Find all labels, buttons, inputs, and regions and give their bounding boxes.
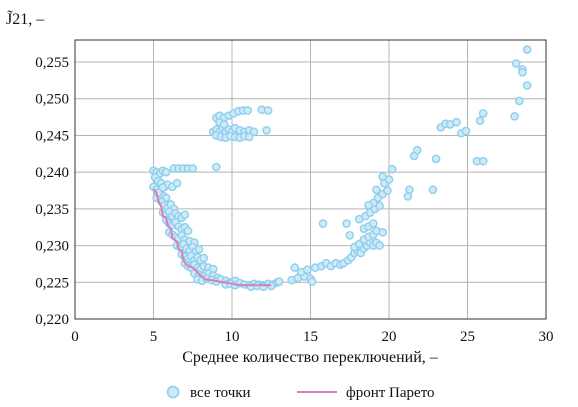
- y-tick-label: 0,250: [35, 92, 69, 108]
- x-tick-label: 5: [150, 329, 158, 345]
- data-point: [244, 132, 254, 142]
- data-point: [161, 167, 171, 177]
- legend-marker-all-points: [166, 385, 180, 399]
- data-point: [194, 244, 204, 254]
- data-point: [345, 230, 355, 240]
- x-tick-label: 25: [460, 329, 475, 345]
- data-point: [219, 120, 229, 129]
- data-point: [307, 277, 317, 286]
- pareto-front-series: [152, 188, 272, 287]
- y-tick-label: 0,220: [35, 312, 69, 328]
- data-point: [478, 109, 488, 118]
- data-point: [372, 185, 381, 195]
- data-point: [511, 59, 521, 68]
- data-point: [428, 185, 438, 195]
- data-point: [263, 106, 273, 115]
- data-point: [172, 178, 182, 188]
- data-point: [510, 112, 519, 121]
- data-point: [378, 228, 388, 237]
- data-point: [378, 172, 388, 181]
- legend-label-pareto-front: фронт Парето: [346, 385, 435, 401]
- data-point: [475, 116, 485, 126]
- data-point: [249, 127, 259, 137]
- y-tick-label: 0,225: [35, 275, 69, 291]
- data-point: [461, 126, 471, 136]
- data-point: [199, 253, 209, 263]
- data-point: [262, 126, 271, 135]
- y-tick-label: 0,230: [35, 239, 69, 255]
- data-point: [274, 277, 284, 286]
- data-point: [368, 219, 378, 228]
- y-tick-label: 0,240: [35, 165, 69, 181]
- y-tick-label: 0,235: [35, 202, 69, 218]
- data-point: [342, 219, 351, 228]
- data-point: [364, 200, 373, 210]
- scatter-series: [149, 45, 532, 291]
- data-point: [259, 282, 268, 291]
- data-point: [452, 117, 461, 127]
- data-point: [183, 226, 193, 236]
- data-point: [290, 263, 300, 272]
- x-tick-label: 10: [225, 329, 240, 345]
- data-point: [515, 96, 524, 106]
- data-point: [518, 68, 527, 77]
- y-tick-label: 0,255: [35, 55, 69, 71]
- data-point: [211, 162, 221, 172]
- pareto-front-line: [152, 188, 272, 287]
- data-point: [158, 183, 168, 192]
- y-axis-label: J̃21, –: [6, 10, 45, 28]
- data-point: [243, 106, 252, 115]
- data-point: [318, 219, 328, 228]
- data-point: [478, 156, 488, 166]
- x-tick-label: 20: [382, 329, 397, 345]
- legend-label-all-points: все точки: [190, 385, 251, 401]
- data-point: [387, 164, 397, 174]
- x-tick-label: 30: [539, 329, 554, 345]
- plot-frame: [74, 39, 547, 320]
- data-point: [375, 241, 384, 250]
- x-tick-label: 0: [71, 329, 79, 345]
- data-point: [383, 186, 392, 195]
- data-point: [403, 192, 413, 201]
- data-point: [180, 210, 190, 220]
- data-point: [412, 145, 422, 155]
- y-tick-label: 0,245: [35, 128, 69, 144]
- data-point: [522, 81, 532, 90]
- data-point: [522, 45, 532, 54]
- data-point: [303, 265, 312, 275]
- x-tick-label: 15: [303, 329, 318, 345]
- data-point: [431, 154, 441, 164]
- data-point: [188, 164, 198, 173]
- tick-labels: 0 5 10 15 20 25 30 0,220 0,225 0,230 0,235 0,240 0,2…: [35, 55, 553, 345]
- x-axis-label: Среднее количество переключений, –: [182, 349, 439, 366]
- legend: все точки фронт Парето: [166, 385, 435, 401]
